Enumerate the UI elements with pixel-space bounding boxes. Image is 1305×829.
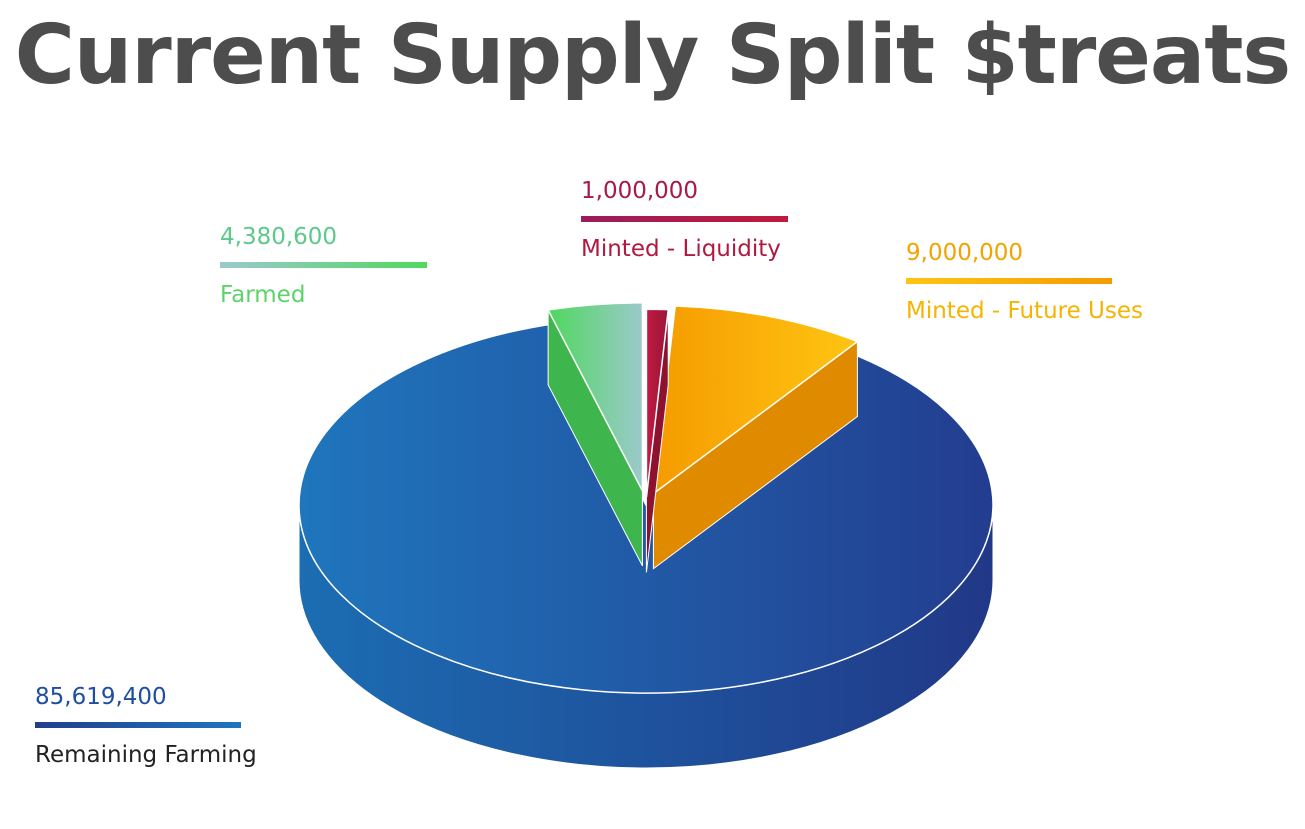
slice-farmed [546, 302, 644, 567]
chart-title: Current Supply Split $treats [14, 8, 1291, 103]
label-liquidity-bar [581, 216, 788, 222]
label-farmed-name: Farmed [220, 282, 306, 308]
label-future-value: 9,000,000 [906, 240, 1024, 266]
label-farmed-value: 4,380,600 [220, 224, 338, 250]
label-future: 9,000,000 Minted - Future Uses [906, 238, 1143, 326]
slice-minted-liquidity-top [645, 308, 670, 498]
slice-minted-liquidity [645, 308, 670, 573]
label-future-bar [906, 278, 1112, 284]
slice-farmed-top [546, 302, 644, 492]
label-remaining-bar [35, 722, 241, 728]
label-farmed-bar [220, 262, 427, 268]
label-liquidity: 1,000,000 Minted - Liquidity [581, 176, 788, 264]
slice-minted-future-uses-top [652, 305, 859, 496]
label-farmed: 4,380,600 Farmed [220, 222, 427, 310]
label-future-name: Minted - Future Uses [906, 298, 1144, 324]
label-remaining-name: Remaining Farming [35, 742, 257, 768]
label-remaining: 85,619,400 Remaining Farming [35, 682, 257, 770]
label-liquidity-value: 1,000,000 [581, 178, 699, 204]
label-remaining-value: 85,619,400 [35, 684, 167, 710]
label-liquidity-name: Minted - Liquidity [581, 236, 781, 262]
